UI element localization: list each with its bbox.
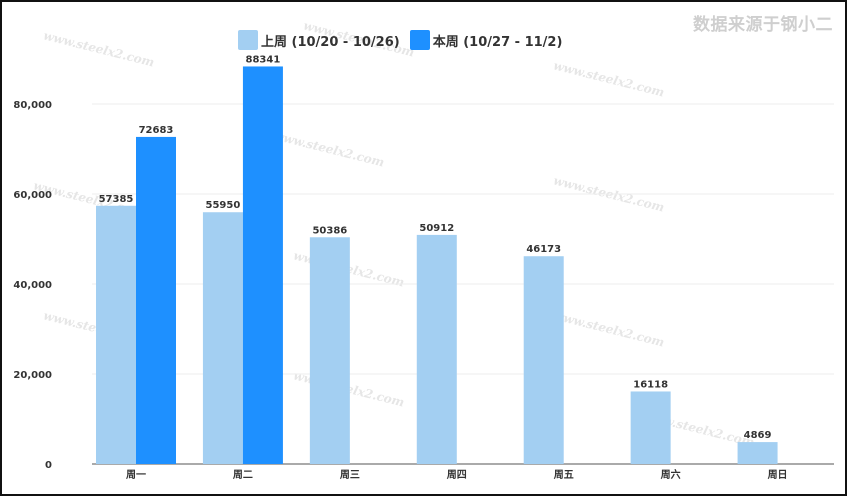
y-tick-label: 0 xyxy=(45,460,52,471)
x-tick-label: 周六 xyxy=(661,468,681,481)
legend-label-last-week: 上周 (10/20 - 10/26) xyxy=(261,34,400,50)
bar xyxy=(202,212,243,464)
source-label: 数据来源于钢小二 xyxy=(693,15,833,35)
data-label: 16118 xyxy=(633,379,668,390)
x-tick-label: 周五 xyxy=(554,469,574,481)
bar xyxy=(309,237,350,464)
bar xyxy=(96,205,136,464)
x-tick-label: 周日 xyxy=(768,469,788,481)
y-tick-label: 20,000 xyxy=(13,370,52,381)
x-tick-label: 周四 xyxy=(447,469,467,481)
x-tick-label: 周一 xyxy=(126,469,146,481)
y-tick-label: 40,000 xyxy=(13,280,52,291)
x-tick-label: 周二 xyxy=(233,469,253,481)
legend-label-this-week: 本周 (10/27 - 11/2) xyxy=(432,34,563,50)
bar xyxy=(136,136,176,464)
y-tick-label: 60,000 xyxy=(13,190,52,201)
data-label: 72683 xyxy=(139,125,174,136)
data-label: 55950 xyxy=(206,200,241,211)
data-label: 50386 xyxy=(312,225,347,236)
bar xyxy=(737,442,778,464)
x-tick-label: 周三 xyxy=(340,469,360,481)
bar xyxy=(416,234,457,464)
bar xyxy=(242,66,283,464)
bar xyxy=(630,391,671,464)
data-label: 4869 xyxy=(744,430,772,441)
legend-item-last-week[interactable]: 上周 (10/20 - 10/26) xyxy=(238,30,400,50)
data-label: 88341 xyxy=(246,54,281,65)
data-label: 57385 xyxy=(99,194,134,205)
bar xyxy=(523,256,564,464)
data-label: 50912 xyxy=(419,223,454,234)
y-tick-label: 80,000 xyxy=(13,100,52,111)
legend-swatch-this-week xyxy=(409,30,430,50)
legend-item-this-week[interactable]: 本周 (10/27 - 11/2) xyxy=(409,30,563,50)
legend-swatch-last-week xyxy=(238,30,258,50)
chart-legend: 上周 (10/20 - 10/26) 本周 (10/27 - 11/2) xyxy=(238,30,572,50)
data-label: 46173 xyxy=(526,244,561,255)
